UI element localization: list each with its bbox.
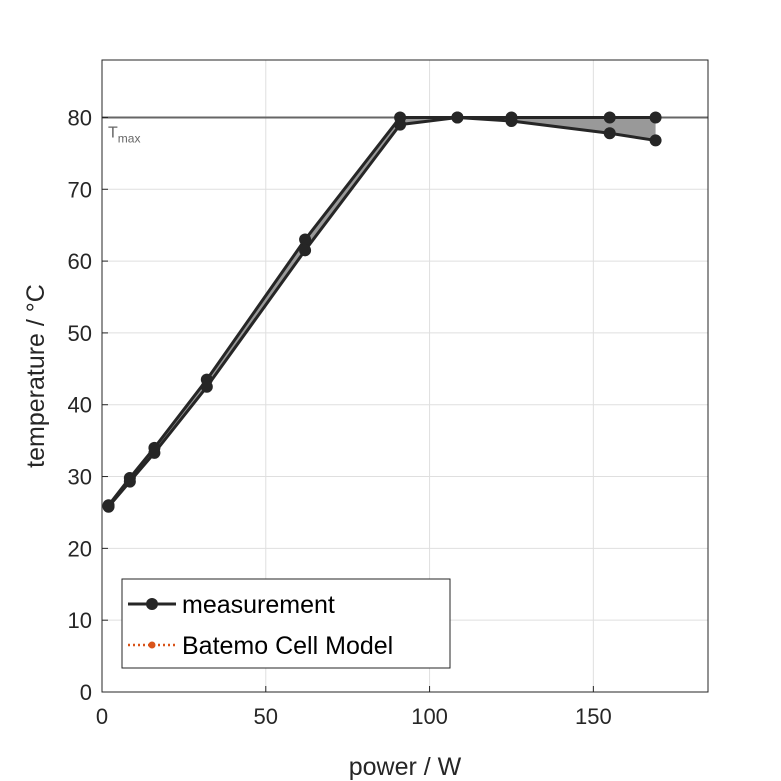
legend-box	[121, 578, 451, 669]
measurement-lower-point-1	[123, 475, 136, 488]
tmax-label: Tmax	[108, 124, 140, 145]
legend-label-batemo: Batemo Cell Model	[182, 632, 393, 660]
y-tick-label-2: 20	[68, 536, 92, 561]
y-tick-label-7: 70	[68, 177, 92, 202]
measurement-upper-point-4	[299, 233, 312, 246]
y-tick-label-5: 50	[68, 321, 92, 346]
measurement-lower-line	[107, 115, 656, 508]
measurement-lower-point-6	[451, 111, 464, 124]
plot-frame	[101, 59, 709, 693]
measurement-lower-point-9	[649, 134, 662, 147]
measurement-lower-point-8	[603, 127, 616, 140]
measurement-lower-point-7	[505, 115, 518, 128]
series-group	[102, 111, 662, 513]
y-tick-label-0: 0	[80, 680, 92, 705]
measurement-upper-point-8	[603, 111, 616, 124]
y-tick-label-4: 40	[68, 393, 92, 418]
axis-ticks: 0 50 100 150 0 10 20 30 40 50 60 70 80	[68, 105, 612, 729]
legend-marker-batemo	[148, 641, 156, 649]
measurement-lower-point-2	[148, 446, 161, 459]
x-tick-label-1: 50	[254, 704, 278, 729]
x-tick-label-2: 100	[411, 704, 448, 729]
y-tick-label-3: 30	[68, 465, 92, 490]
tmax-label-sub: max	[118, 131, 141, 145]
x-tick-label-0: 0	[96, 704, 108, 729]
y-tick-label-8: 80	[68, 105, 92, 130]
y-axis-title: temperature / °C	[22, 284, 50, 468]
y-tick-label-6: 60	[68, 249, 92, 274]
legend: measurement Batemo Cell Model	[121, 578, 451, 669]
measurement-lower-point-5	[394, 118, 407, 131]
x-tick-label-3: 150	[575, 704, 612, 729]
legend-marker-measurement	[146, 598, 158, 610]
measurement-lower-point-3	[200, 380, 213, 393]
legend-label-measurement: measurement	[182, 591, 335, 619]
measurement-lower-point-0	[102, 500, 115, 513]
x-axis-title: power / W	[349, 753, 462, 781]
measurement-upper-point-9	[649, 111, 662, 124]
measurement-lower-point-4	[299, 244, 312, 257]
measurement-upper-line	[107, 115, 656, 507]
y-tick-label-1: 10	[68, 608, 92, 633]
tmax-label-main: T	[108, 124, 118, 141]
